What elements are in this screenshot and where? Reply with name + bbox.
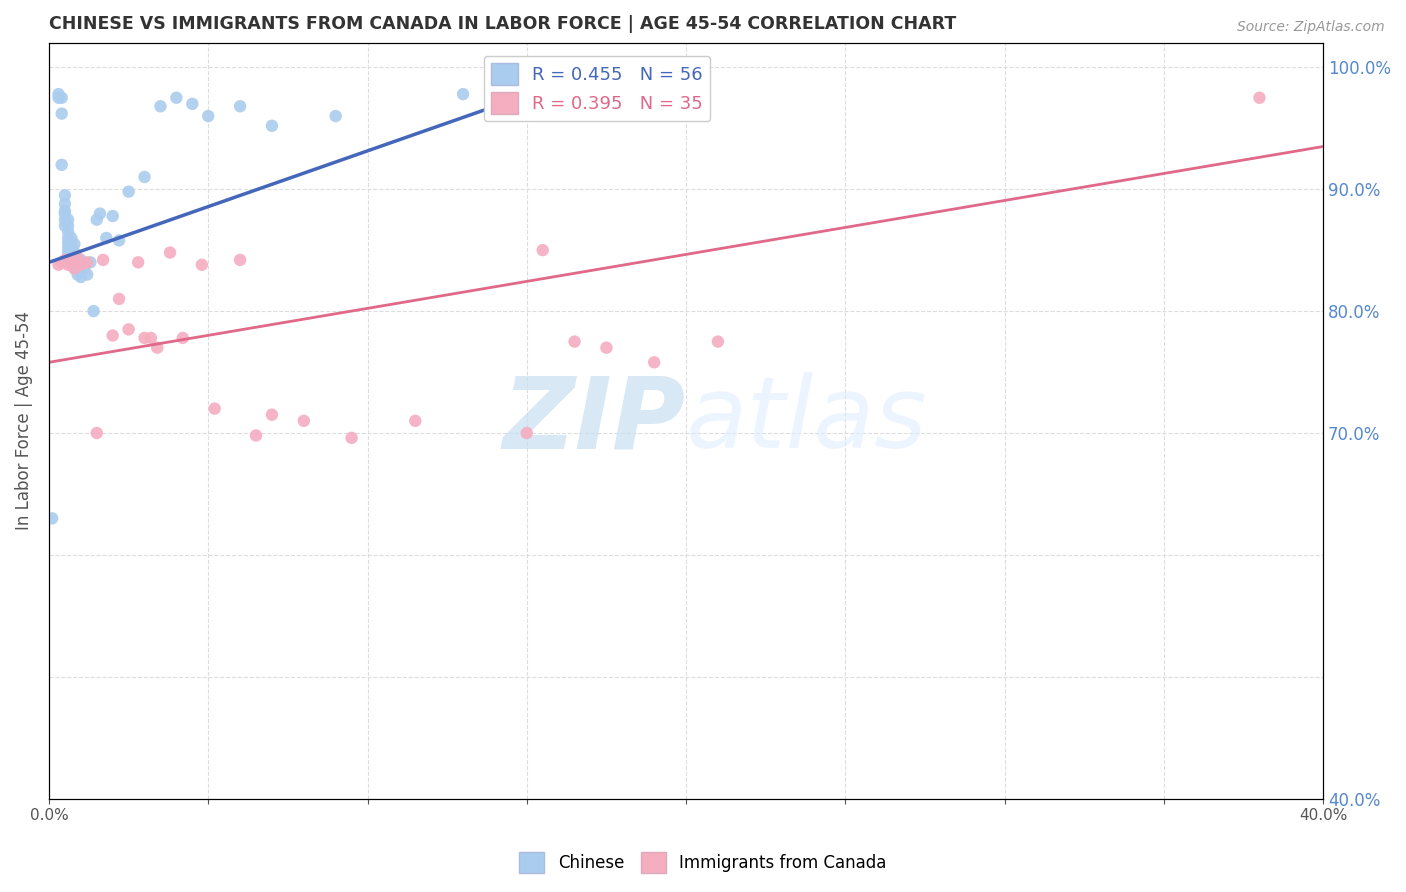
Point xyxy=(149,99,172,113)
Point xyxy=(73,261,96,276)
Point xyxy=(48,258,70,272)
Point xyxy=(101,209,124,223)
Point xyxy=(56,212,79,227)
Point xyxy=(63,237,86,252)
Point xyxy=(181,96,204,111)
Point xyxy=(83,304,105,318)
Point xyxy=(60,241,83,255)
Point xyxy=(91,252,114,267)
Point xyxy=(66,268,89,282)
Point xyxy=(69,252,91,267)
Point xyxy=(56,245,79,260)
Point xyxy=(451,87,474,101)
Point xyxy=(229,99,252,113)
Point xyxy=(48,87,70,101)
Point xyxy=(108,233,131,247)
Point xyxy=(60,255,83,269)
Point xyxy=(66,261,89,276)
Point xyxy=(117,185,139,199)
Point xyxy=(53,188,76,202)
Point xyxy=(340,431,363,445)
Point xyxy=(51,255,73,269)
Point xyxy=(53,219,76,233)
Point xyxy=(531,243,554,257)
Point xyxy=(60,249,83,263)
Point xyxy=(1249,91,1271,105)
Point xyxy=(707,334,730,349)
Point xyxy=(53,206,76,220)
Point xyxy=(96,231,118,245)
Point xyxy=(197,109,219,123)
Point xyxy=(56,231,79,245)
Point xyxy=(139,331,162,345)
Point xyxy=(69,258,91,272)
Text: CHINESE VS IMMIGRANTS FROM CANADA IN LABOR FORCE | AGE 45-54 CORRELATION CHART: CHINESE VS IMMIGRANTS FROM CANADA IN LAB… xyxy=(49,15,956,33)
Point xyxy=(101,328,124,343)
Point xyxy=(56,241,79,255)
Point xyxy=(66,251,89,265)
Point xyxy=(53,204,76,219)
Point xyxy=(56,225,79,239)
Point xyxy=(108,292,131,306)
Point xyxy=(134,169,156,184)
Point xyxy=(53,252,76,267)
Point xyxy=(56,258,79,272)
Point xyxy=(292,414,315,428)
Point xyxy=(595,341,617,355)
Point xyxy=(79,255,101,269)
Point xyxy=(56,235,79,250)
Point xyxy=(516,425,538,440)
Point xyxy=(245,428,267,442)
Text: Source: ZipAtlas.com: Source: ZipAtlas.com xyxy=(1237,20,1385,34)
Point xyxy=(564,334,586,349)
Point xyxy=(643,355,665,369)
Point xyxy=(86,212,108,227)
Point xyxy=(60,237,83,252)
Point xyxy=(63,261,86,276)
Point xyxy=(76,255,98,269)
Point xyxy=(63,245,86,260)
Point xyxy=(51,91,73,105)
Point xyxy=(63,258,86,272)
Point xyxy=(204,401,226,416)
Legend: Chinese, Immigrants from Canada: Chinese, Immigrants from Canada xyxy=(513,846,893,880)
Point xyxy=(191,258,214,272)
Point xyxy=(48,91,70,105)
Point xyxy=(89,206,111,220)
Point xyxy=(172,331,194,345)
Point xyxy=(60,258,83,272)
Point xyxy=(56,219,79,233)
Point xyxy=(516,91,538,105)
Legend: R = 0.455   N = 56, R = 0.395   N = 35: R = 0.455 N = 56, R = 0.395 N = 35 xyxy=(484,55,710,121)
Point xyxy=(165,91,187,105)
Point xyxy=(60,231,83,245)
Point xyxy=(66,255,89,269)
Point xyxy=(159,245,181,260)
Point xyxy=(63,252,86,267)
Point xyxy=(134,331,156,345)
Point xyxy=(127,255,149,269)
Point xyxy=(51,106,73,120)
Point xyxy=(63,261,86,276)
Point xyxy=(146,341,169,355)
Point xyxy=(53,212,76,227)
Point xyxy=(325,109,347,123)
Point xyxy=(260,119,283,133)
Point xyxy=(117,322,139,336)
Point xyxy=(260,408,283,422)
Point xyxy=(404,414,426,428)
Text: atlas: atlas xyxy=(686,372,928,469)
Point xyxy=(41,511,63,525)
Point xyxy=(76,268,98,282)
Point xyxy=(53,196,76,211)
Y-axis label: In Labor Force | Age 45-54: In Labor Force | Age 45-54 xyxy=(15,311,32,531)
Text: ZIP: ZIP xyxy=(503,372,686,469)
Point xyxy=(60,245,83,260)
Point xyxy=(51,158,73,172)
Point xyxy=(69,269,91,284)
Point xyxy=(60,252,83,267)
Point xyxy=(86,425,108,440)
Point xyxy=(229,252,252,267)
